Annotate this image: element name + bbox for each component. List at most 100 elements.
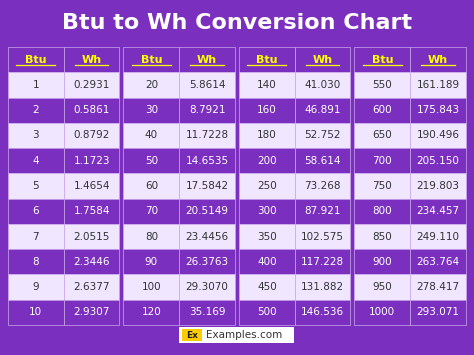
Text: 200: 200 bbox=[257, 156, 277, 166]
Text: 950: 950 bbox=[373, 282, 392, 292]
Bar bbox=[124, 123, 179, 148]
Bar bbox=[239, 199, 295, 224]
Text: 205.150: 205.150 bbox=[417, 156, 460, 166]
Text: 0.8792: 0.8792 bbox=[73, 130, 110, 141]
Bar bbox=[64, 123, 119, 148]
Text: 190.496: 190.496 bbox=[417, 130, 460, 141]
Text: 800: 800 bbox=[373, 206, 392, 216]
Text: 10: 10 bbox=[29, 307, 43, 317]
Bar bbox=[355, 123, 410, 148]
Bar bbox=[295, 47, 350, 72]
Bar bbox=[124, 148, 179, 173]
Bar bbox=[64, 249, 119, 274]
Text: 250: 250 bbox=[257, 181, 277, 191]
Bar bbox=[64, 199, 119, 224]
Text: Ex: Ex bbox=[187, 331, 199, 339]
Text: 750: 750 bbox=[373, 181, 392, 191]
Text: Wh: Wh bbox=[428, 55, 448, 65]
Text: 102.575: 102.575 bbox=[301, 231, 344, 241]
Text: 650: 650 bbox=[373, 130, 392, 141]
Bar bbox=[124, 72, 179, 98]
Bar bbox=[8, 224, 64, 249]
Text: 11.7228: 11.7228 bbox=[185, 130, 228, 141]
Bar bbox=[124, 249, 179, 274]
Text: 300: 300 bbox=[257, 206, 277, 216]
Bar bbox=[410, 199, 466, 224]
Text: 5.8614: 5.8614 bbox=[189, 80, 225, 90]
Text: Examples.com: Examples.com bbox=[207, 330, 283, 340]
Bar bbox=[239, 249, 295, 274]
Bar bbox=[355, 98, 410, 123]
Bar bbox=[355, 224, 410, 249]
Bar bbox=[8, 148, 64, 173]
Bar bbox=[179, 47, 235, 72]
Text: 8: 8 bbox=[33, 257, 39, 267]
Text: 41.030: 41.030 bbox=[304, 80, 341, 90]
Bar bbox=[124, 47, 179, 72]
Bar bbox=[64, 173, 119, 199]
Bar bbox=[180, 327, 294, 343]
Text: 263.764: 263.764 bbox=[417, 257, 460, 267]
Text: 35.169: 35.169 bbox=[189, 307, 225, 317]
Bar bbox=[8, 123, 64, 148]
Bar bbox=[8, 47, 64, 72]
Bar bbox=[8, 98, 64, 123]
Bar bbox=[355, 173, 410, 199]
Bar bbox=[239, 224, 295, 249]
Bar bbox=[179, 123, 235, 148]
Text: 450: 450 bbox=[257, 282, 277, 292]
Text: 7: 7 bbox=[33, 231, 39, 241]
Text: Btu: Btu bbox=[256, 55, 278, 65]
Text: 2.6377: 2.6377 bbox=[73, 282, 110, 292]
Text: 140: 140 bbox=[257, 80, 277, 90]
Bar bbox=[64, 72, 119, 98]
Text: 0.5861: 0.5861 bbox=[73, 105, 110, 115]
Text: 9: 9 bbox=[33, 282, 39, 292]
Text: Wh: Wh bbox=[312, 55, 333, 65]
Bar bbox=[239, 72, 295, 98]
Bar bbox=[239, 173, 295, 199]
Bar bbox=[295, 224, 350, 249]
Text: 26.3763: 26.3763 bbox=[185, 257, 228, 267]
Bar bbox=[64, 300, 119, 325]
Text: 146.536: 146.536 bbox=[301, 307, 344, 317]
Bar bbox=[295, 249, 350, 274]
Bar bbox=[179, 224, 235, 249]
Text: 1000: 1000 bbox=[369, 307, 395, 317]
Text: 6: 6 bbox=[33, 206, 39, 216]
Text: 131.882: 131.882 bbox=[301, 282, 344, 292]
Bar bbox=[179, 300, 235, 325]
Text: 70: 70 bbox=[145, 206, 158, 216]
Bar bbox=[8, 173, 64, 199]
Text: Wh: Wh bbox=[197, 55, 217, 65]
Bar bbox=[179, 72, 235, 98]
Bar bbox=[239, 274, 295, 300]
Bar bbox=[8, 199, 64, 224]
Bar bbox=[410, 148, 466, 173]
Text: 20.5149: 20.5149 bbox=[186, 206, 228, 216]
Bar bbox=[124, 199, 179, 224]
Bar bbox=[64, 274, 119, 300]
Text: 2.3446: 2.3446 bbox=[73, 257, 110, 267]
Text: 175.843: 175.843 bbox=[417, 105, 460, 115]
Text: 850: 850 bbox=[373, 231, 392, 241]
Text: 60: 60 bbox=[145, 181, 158, 191]
Text: 400: 400 bbox=[257, 257, 277, 267]
Bar bbox=[124, 224, 179, 249]
Text: 500: 500 bbox=[257, 307, 277, 317]
Bar bbox=[295, 199, 350, 224]
Text: 1.4654: 1.4654 bbox=[73, 181, 110, 191]
Text: 350: 350 bbox=[257, 231, 277, 241]
Text: 600: 600 bbox=[373, 105, 392, 115]
Text: 1.1723: 1.1723 bbox=[73, 156, 110, 166]
Text: 73.268: 73.268 bbox=[304, 181, 341, 191]
Text: 52.752: 52.752 bbox=[304, 130, 341, 141]
Text: 5: 5 bbox=[33, 181, 39, 191]
Bar bbox=[124, 173, 179, 199]
Text: 17.5842: 17.5842 bbox=[185, 181, 228, 191]
Text: 2.0515: 2.0515 bbox=[73, 231, 110, 241]
Bar bbox=[410, 173, 466, 199]
Bar bbox=[124, 98, 179, 123]
Bar bbox=[179, 249, 235, 274]
Bar bbox=[182, 329, 202, 341]
